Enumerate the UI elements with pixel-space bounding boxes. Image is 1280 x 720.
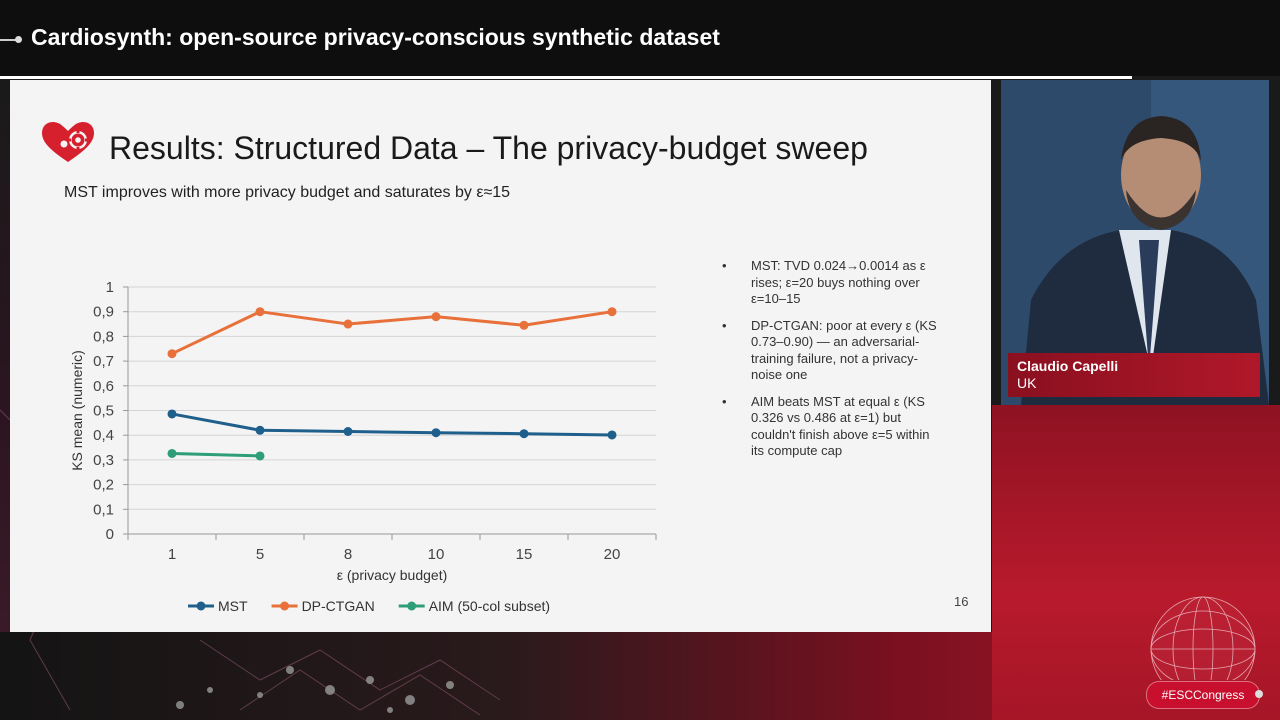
y-tick-label: 0,4 (93, 427, 114, 444)
bullet-symbol: • (722, 258, 727, 273)
bullet-item: • AIM beats MST at equal ε (KS 0.326 vs 0… (722, 394, 937, 460)
legend-label: MST (218, 598, 248, 614)
bullet-item: • MST: TVD 0.024→0.0014 as ε rises; ε=20 … (722, 258, 937, 308)
hashtag-dot-icon (1255, 690, 1263, 698)
bullet-item: • DP-CTGAN: poor at every ε (KS 0.73–0.90… (722, 318, 937, 384)
top-bar: Cardiosynth: open-source privacy-conscio… (0, 0, 1280, 76)
speaker-country: UK (1017, 375, 1037, 391)
bullet-symbol: • (722, 317, 727, 333)
globe-decoration-icon (1150, 596, 1256, 680)
top-bar-divider (0, 76, 1132, 79)
page-number: 16 (954, 594, 969, 609)
x-axis-label: ε (privacy budget) (337, 567, 448, 583)
x-tick-label: 20 (604, 546, 621, 563)
legend-label: AIM (50-col subset) (429, 598, 550, 614)
legend-swatch-marker (280, 601, 290, 611)
data-point (167, 448, 177, 458)
data-point (519, 429, 529, 439)
series-line (171, 451, 261, 458)
slide-title: Results: Structured Data – The privacy-b… (109, 130, 868, 166)
x-tick-label: 15 (516, 546, 533, 563)
data-point (519, 320, 529, 330)
bullet-text: DP-CTGAN: poor at every ε (KS 0.73–0.90)… (751, 317, 937, 383)
session-title: Cardiosynth: open-source privacy-conscio… (31, 24, 720, 50)
legend-label: DP-CTGAN (302, 598, 375, 614)
y-tick-label: 0,6 (93, 378, 114, 395)
x-tick-label: 10 (428, 546, 445, 563)
x-tick-label: 5 (256, 546, 264, 563)
background-left-strip (0, 78, 10, 632)
legend-swatch-marker (196, 601, 206, 611)
data-point (607, 307, 617, 317)
y-tick-label: 0 (106, 526, 114, 543)
series-line (171, 310, 613, 356)
speaker-video (1001, 80, 1269, 405)
data-point (431, 428, 441, 438)
data-point (167, 349, 177, 359)
top-bar-dot-icon (15, 36, 22, 43)
network-decoration (0, 409, 501, 716)
y-tick-label: 0,7 (93, 353, 114, 370)
speaker-name: Claudio Capelli (1017, 358, 1119, 374)
data-point (255, 425, 265, 435)
heart-gear-logo-icon (42, 122, 94, 162)
ks-line-chart: 00,10,20,30,40,50,60,70,80,911 5 8 10 15 20ε … (69, 279, 657, 614)
top-bar-line-icon (0, 39, 18, 41)
hashtag-text: #ESCCongress (1161, 688, 1245, 702)
legend-swatch-marker (407, 601, 417, 611)
hashtag-badge: #ESCCongress (1146, 681, 1260, 709)
bullet-text: AIM beats MST at equal ε (KS 0.326 vs 0.… (751, 393, 930, 459)
x-tick-label: 8 (344, 546, 352, 563)
data-point (343, 426, 353, 436)
bullet-list: • MST: TVD 0.024→0.0014 as ε rises; ε=20 … (722, 258, 937, 470)
bullet-symbol: • (722, 393, 727, 409)
data-point (343, 319, 353, 329)
data-point (167, 409, 177, 419)
y-tick-label: 0,1 (93, 501, 114, 518)
y-axis-label: KS mean (numeric) (69, 350, 85, 471)
speaker-name-card: Claudio Capelli UK (1008, 353, 1260, 397)
y-tick-label: 0,3 (93, 452, 114, 469)
data-point (431, 312, 441, 322)
data-point (255, 451, 265, 461)
series-line (171, 412, 613, 437)
data-point (255, 307, 265, 317)
bullet-text: MST: TVD 0.024→0.0014 as ε rises; ε=20 b… (751, 258, 926, 306)
y-tick-label: 0,8 (93, 328, 114, 345)
slide: Results: Structured Data – The privacy-b… (10, 80, 991, 632)
data-point (607, 430, 617, 440)
y-tick-label: 0,5 (93, 403, 114, 420)
y-tick-label: 0,2 (93, 477, 114, 494)
speaker-figure (1001, 80, 1269, 405)
y-tick-label: 0,9 (93, 304, 114, 321)
y-tick-label: 1 (106, 279, 114, 296)
x-tick-label: 1 (168, 546, 176, 563)
slide-subtitle: MST improves with more privacy budget an… (64, 184, 511, 201)
